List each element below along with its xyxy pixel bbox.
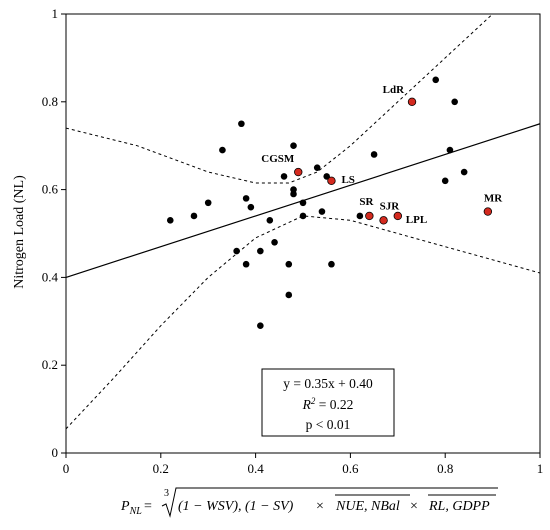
r2-superscript: 2 — [311, 396, 316, 406]
x-tick-label: 0.2 — [153, 461, 169, 476]
y-tick-label: 0.8 — [42, 94, 58, 109]
y-axis-label: Nitrogen Load (NL) — [12, 175, 27, 289]
data-point — [299, 212, 307, 220]
r2-text: R2 = 0.22 — [302, 396, 354, 412]
formula-term1: (1 − WSV), (1 − SV) — [178, 499, 294, 514]
point-label-lpl: LPL — [406, 214, 427, 226]
highlighted-point-sr — [365, 211, 374, 221]
data-point — [299, 199, 307, 207]
data-point — [313, 164, 321, 171]
data-point — [446, 146, 454, 154]
data-point — [219, 146, 226, 154]
x-tick-label: 0 — [63, 461, 70, 476]
formula-lhs: PNL — [120, 499, 142, 517]
y-tick-label: 0 — [52, 445, 59, 460]
formula-root-index: 3 — [164, 488, 169, 499]
data-point — [285, 291, 293, 299]
r2-value: = 0.22 — [315, 397, 353, 412]
highlighted-point-ldr — [407, 97, 417, 106]
stats-box: y = 0.35x + 0.40 R2 = 0.22 p < 0.01 — [261, 368, 395, 437]
y-tick-label: 0.4 — [42, 269, 59, 284]
data-point — [257, 247, 264, 255]
highlighted-point-cgsm — [294, 167, 303, 177]
data-point — [451, 98, 458, 106]
data-point — [460, 168, 468, 176]
data-point — [441, 177, 449, 185]
data-points — [166, 76, 468, 329]
x-tick-label: 0.4 — [247, 461, 264, 476]
highlighted-point-mr — [483, 207, 493, 216]
point-label-cgsm: CGSM — [261, 153, 295, 165]
data-point — [356, 212, 364, 220]
equation-text: y = 0.35x + 0.40 — [283, 376, 373, 391]
data-point — [328, 260, 335, 268]
data-point — [318, 208, 326, 215]
data-point — [271, 238, 278, 246]
radical-sign — [161, 487, 498, 518]
y-tick-label: 0.2 — [42, 357, 58, 372]
confidence-upper-line — [66, 14, 493, 184]
point-label-ldr: LdR — [383, 84, 405, 96]
pvalue-text: p < 0.01 — [306, 417, 351, 432]
x-axis-formula: PNL = 3 (1 − WSV), (1 − SV) × NUE, NBal … — [120, 487, 498, 518]
point-label-ls: LS — [341, 174, 354, 186]
x-tick-label: 0.8 — [437, 461, 453, 476]
formula-term3: RL, GDPP — [428, 499, 490, 514]
y-tick-label: 1 — [52, 6, 59, 21]
plot-border — [65, 13, 541, 454]
data-point — [370, 151, 378, 158]
data-point — [190, 212, 198, 220]
data-point — [280, 173, 288, 180]
data-point — [257, 322, 264, 329]
formula-times-2: × — [410, 499, 418, 514]
point-label-mr: MR — [484, 193, 503, 205]
highlighted-point-ls — [327, 176, 336, 186]
data-point — [290, 186, 297, 193]
x-tick-label: 0.6 — [342, 461, 359, 476]
plot-frame — [65, 13, 541, 454]
formula-times-1: × — [316, 499, 324, 514]
x-tick-label: 1 — [537, 461, 544, 476]
highlighted-point-sjr — [379, 216, 388, 225]
confidence-lower-line — [66, 215, 540, 430]
data-point — [166, 217, 174, 224]
data-point — [238, 120, 245, 128]
highlighted-point-lpl — [393, 211, 402, 221]
data-point — [204, 199, 212, 207]
highlighted-points: CGSM LS LdR SR SJR LPL MR — [261, 84, 503, 226]
data-point — [290, 142, 297, 149]
data-point — [247, 203, 255, 211]
data-point — [242, 260, 250, 268]
formula-term2: NUE, NBal — [335, 499, 400, 514]
x-axis-ticks: 0 0.2 0.4 0.6 0.8 1 — [63, 453, 544, 476]
confidence-bands — [66, 14, 540, 430]
data-point — [242, 195, 250, 202]
y-tick-label: 0.6 — [42, 182, 59, 197]
point-label-sr: SR — [359, 196, 374, 208]
data-point — [285, 260, 293, 268]
data-point — [266, 217, 274, 224]
formula-equals: = — [144, 499, 152, 514]
y-axis-ticks: 0 0.2 0.4 0.6 0.8 1 — [42, 6, 66, 460]
r2-symbol: R — [302, 397, 312, 412]
data-point — [233, 247, 240, 255]
point-label-sjr: SJR — [380, 200, 401, 212]
data-point — [432, 76, 440, 84]
